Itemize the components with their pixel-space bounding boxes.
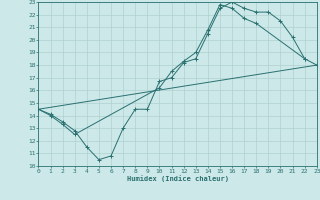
X-axis label: Humidex (Indice chaleur): Humidex (Indice chaleur) xyxy=(127,175,228,182)
